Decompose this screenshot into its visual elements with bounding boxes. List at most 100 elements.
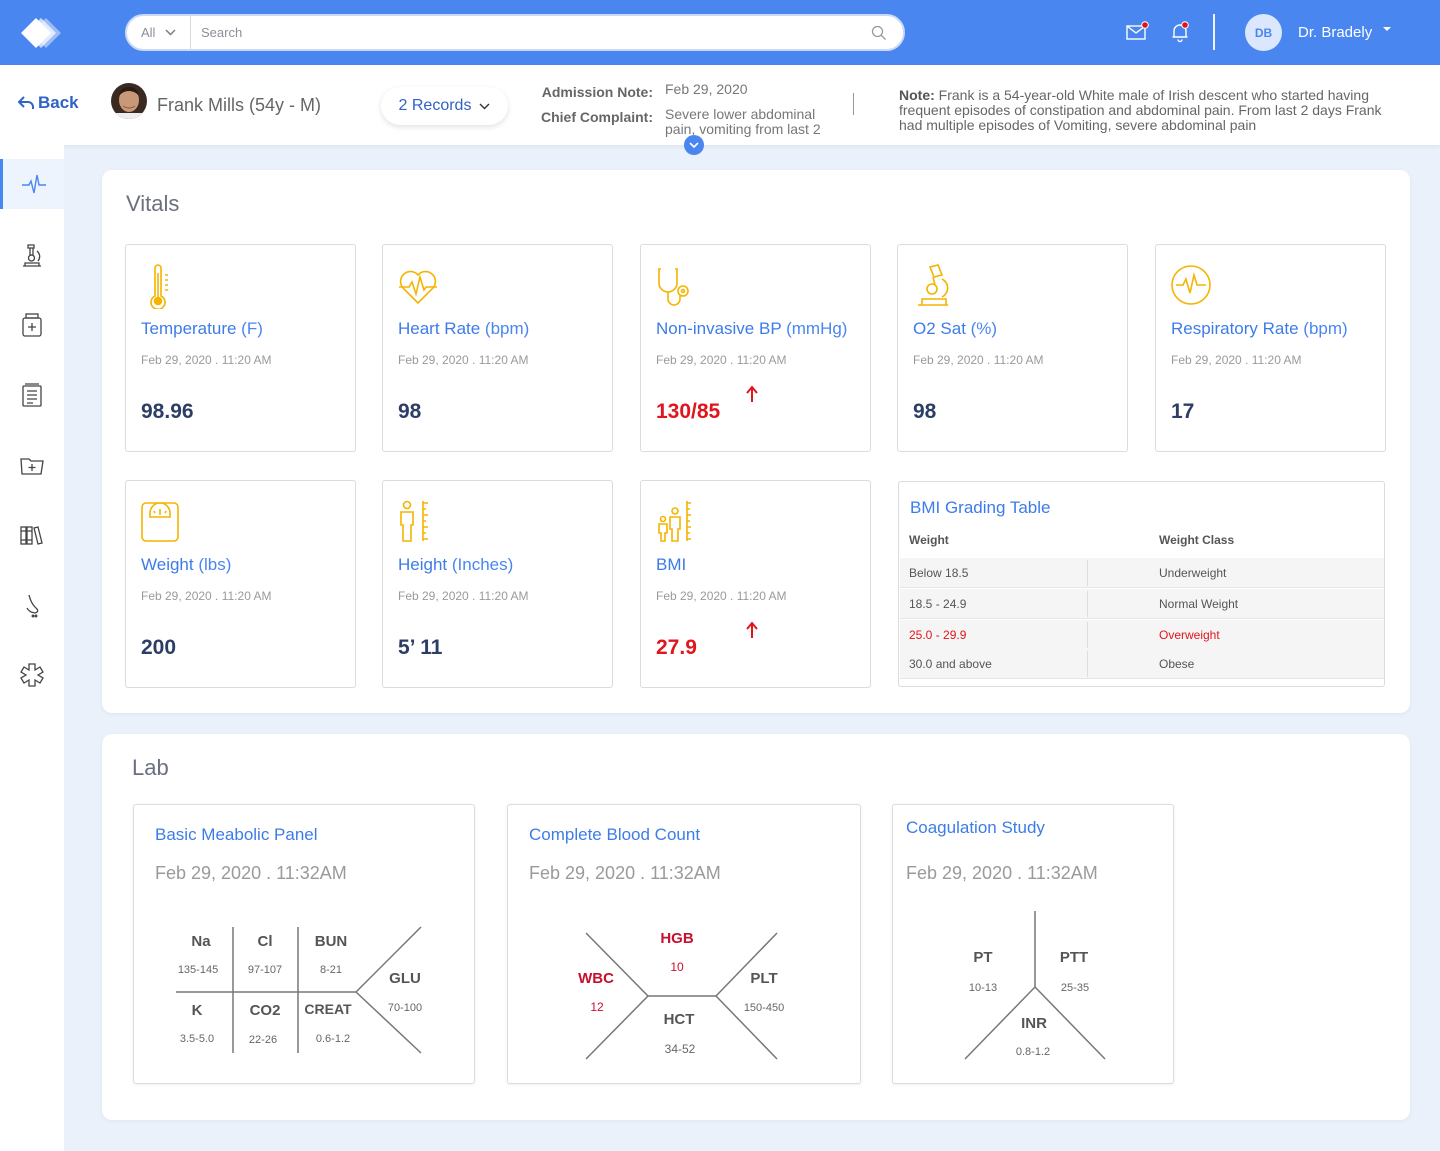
co2-label: CO2 xyxy=(250,1002,281,1019)
vital-card[interactable]: Weight (lbs) Feb 29, 2020 . 11:20 AM 200 xyxy=(125,480,356,688)
search-input[interactable] xyxy=(201,16,861,49)
app-logo-icon[interactable] xyxy=(18,14,66,52)
vital-label-name: Non-invasive BP xyxy=(656,319,782,338)
height-icon xyxy=(400,500,428,542)
note-label: Note: xyxy=(899,87,935,103)
pulse-circle-icon xyxy=(1171,265,1211,305)
mail-icon[interactable] xyxy=(1125,20,1149,44)
expand-header-button[interactable] xyxy=(684,135,704,155)
lab-card-title: Basic Meabolic Panel xyxy=(155,825,318,844)
search-scope-select[interactable]: All xyxy=(127,16,191,49)
vital-value: 98 xyxy=(398,400,422,423)
sidebar-item-medications[interactable] xyxy=(0,300,64,350)
vital-card[interactable]: Temperature (F) Feb 29, 2020 . 11:20 AM 98… xyxy=(125,244,356,452)
sidebar-item-notes[interactable] xyxy=(0,370,64,420)
vital-timestamp: Feb 29, 2020 . 11:20 AM xyxy=(656,589,787,603)
records-dropdown-button[interactable]: 2 Records xyxy=(381,87,508,125)
patient-header: Back Frank Mills (54y - M) 2 Records Adm… xyxy=(0,65,1440,155)
lab-card-title: Complete Blood Count xyxy=(529,825,701,844)
vital-label-name: Respiratory Rate xyxy=(1171,319,1299,338)
vital-label-unit: (Inches) xyxy=(447,555,514,574)
books-icon xyxy=(20,526,43,545)
sidebar-item-ent[interactable] xyxy=(0,580,64,630)
ptt-label: PTT xyxy=(1060,949,1088,966)
coagulation-study-card[interactable]: Coagulation Study Feb 29, 2020 . 11:32AM… xyxy=(892,804,1174,1084)
bmi-table-row: 18.5 - 24.9 Normal Weight xyxy=(900,589,1384,619)
creat-label: CREAT xyxy=(304,1001,352,1017)
bmp-fishbone-diagram: Na 135-145 Cl 97-107 BUN 8-21 K 3.5-5.0 … xyxy=(176,926,422,1054)
vital-timestamp: Feb 29, 2020 . 11:20 AM xyxy=(141,353,272,367)
toolbar-divider xyxy=(1213,14,1215,50)
top-bar: All DB Dr. Bradely xyxy=(0,0,1440,65)
sidebar-item-records[interactable] xyxy=(0,440,64,490)
cl-label: Cl xyxy=(258,933,273,950)
back-label: Back xyxy=(38,93,79,112)
bmi-range: 25.0 - 29.9 xyxy=(909,628,967,642)
hgb-value: 10 xyxy=(670,960,684,974)
notification-bell-icon[interactable] xyxy=(1169,20,1193,44)
bmi-table-title: BMI Grading Table xyxy=(910,498,1051,517)
bmi-class: Overweight xyxy=(1159,628,1220,642)
vital-card[interactable]: Heart Rate (bpm) Feb 29, 2020 . 11:20 AM 9… xyxy=(382,244,613,452)
microscope-icon xyxy=(918,264,949,306)
back-button[interactable]: Back xyxy=(18,93,79,113)
vital-label-unit: (bpm) xyxy=(480,319,530,338)
vital-label-unit: (F) xyxy=(236,319,263,338)
user-menu-caret-icon[interactable] xyxy=(1382,25,1392,33)
bmi-row-divider xyxy=(1087,560,1088,586)
bmi-row-divider xyxy=(1087,651,1088,677)
hct-label: HCT xyxy=(664,1011,695,1028)
admission-note-label: Admission Note: xyxy=(541,84,653,100)
patient-name: Frank Mills (54y - M) xyxy=(157,95,322,115)
co2-range: 22-26 xyxy=(249,1034,277,1046)
wbc-value: 12 xyxy=(590,1000,604,1014)
complete-blood-count-card[interactable]: Complete Blood Count Feb 29, 2020 . 11:3… xyxy=(507,804,861,1084)
vitals-title: Vitals xyxy=(126,191,180,216)
search-icon[interactable] xyxy=(871,25,887,41)
creat-range: 0.6-1.2 xyxy=(316,1033,350,1045)
vital-card[interactable]: Height (Inches) Feb 29, 2020 . 11:20 AM 5’… xyxy=(382,480,613,688)
user-avatar[interactable]: DB xyxy=(1245,14,1282,51)
vital-card[interactable]: O2 Sat (%) Feb 29, 2020 . 11:20 AM 98 xyxy=(897,244,1128,452)
vital-label-name: BMI xyxy=(656,555,687,574)
back-arrow-icon xyxy=(18,96,34,109)
bmi-range: 18.5 - 24.9 xyxy=(909,597,967,611)
bmi-class: Underweight xyxy=(1159,566,1227,580)
records-label: 2 Records xyxy=(398,97,472,114)
vital-value: 5’ 11 xyxy=(398,636,443,659)
bmi-grading-table: BMI Grading Table Weight Weight Class Be… xyxy=(898,481,1385,687)
k-range: 3.5-5.0 xyxy=(180,1033,214,1045)
bun-label: BUN xyxy=(315,933,348,950)
bmi-table-header-class: Weight Class xyxy=(1159,533,1235,547)
chief-complaint-label: Chief Complaint: xyxy=(541,109,653,125)
vital-timestamp: Feb 29, 2020 . 11:20 AM xyxy=(656,353,787,367)
vital-value: 98 xyxy=(913,400,937,423)
sidebar xyxy=(0,145,64,1151)
bmi-range: Below 18.5 xyxy=(909,566,969,580)
vital-label: O2 Sat (%) xyxy=(913,319,997,339)
note-text: Frank is a 54-year-old White male of Iri… xyxy=(899,87,1382,133)
chief-complaint-text: Severe lower abdominal pain, vomiting fr… xyxy=(665,107,821,137)
patient-note: Note: Frank is a 54-year-old White male … xyxy=(899,88,1399,133)
inr-label: INR xyxy=(1021,1015,1047,1032)
plt-range: 150-450 xyxy=(744,1002,784,1014)
pt-range: 10-13 xyxy=(969,982,997,994)
admission-date: Feb 29, 2020 xyxy=(665,81,748,97)
vital-label-unit: (mmHg) xyxy=(781,319,848,338)
user-name[interactable]: Dr. Bradely xyxy=(1298,24,1373,41)
trend-up-arrow-icon xyxy=(746,385,758,402)
pt-label: PT xyxy=(973,949,992,966)
vital-label: Temperature (F) xyxy=(141,319,263,339)
vital-card[interactable]: Respiratory Rate (bpm) Feb 29, 2020 . 11:… xyxy=(1155,244,1386,452)
plt-label: PLT xyxy=(750,970,777,987)
coag-fishbone-diagram: PT 10-13 PTT 25-35 INR 0.8-1.2 xyxy=(964,911,1106,1060)
basic-metabolic-panel-card[interactable]: Basic Meabolic Panel Feb 29, 2020 . 11:3… xyxy=(133,804,475,1084)
vital-label-name: Heart Rate xyxy=(398,319,481,338)
vital-card[interactable]: Non-invasive BP (mmHg) Feb 29, 2020 . 11:… xyxy=(640,244,871,452)
sidebar-item-lab[interactable] xyxy=(0,230,64,280)
vital-timestamp: Feb 29, 2020 . 11:20 AM xyxy=(141,589,272,603)
sidebar-item-library[interactable] xyxy=(0,510,64,560)
sidebar-item-emergency[interactable] xyxy=(0,650,64,700)
vital-card[interactable]: BMI Feb 29, 2020 . 11:20 AM 27.9 xyxy=(640,480,871,688)
sidebar-item-vitals[interactable] xyxy=(0,159,64,209)
